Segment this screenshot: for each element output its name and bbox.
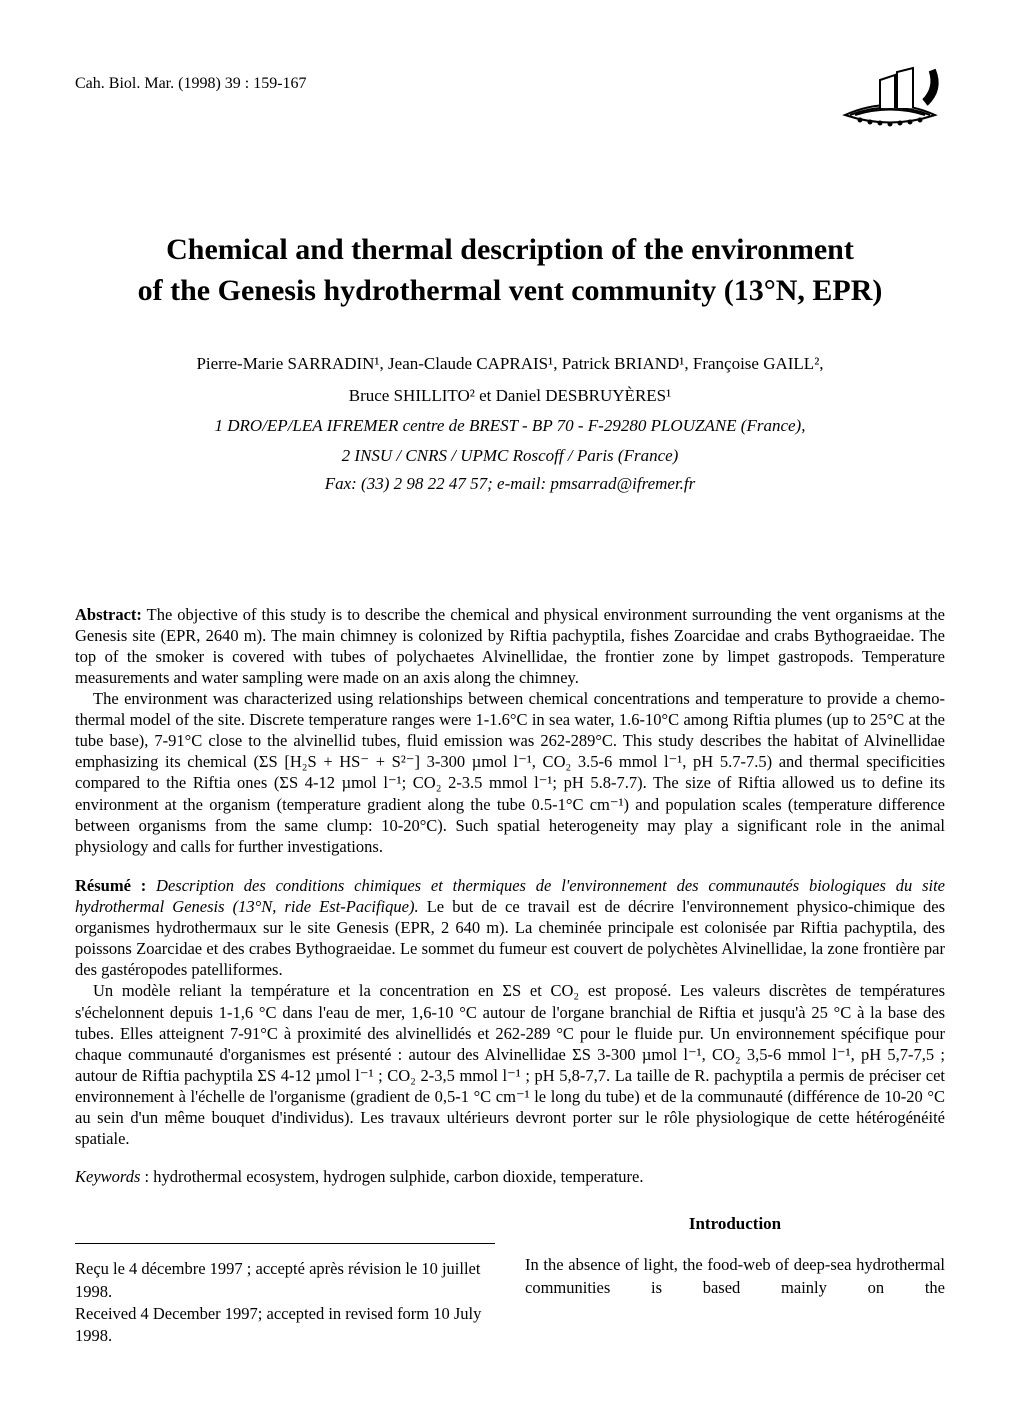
abstract-section: Abstract: The objective of this study is… (75, 604, 945, 857)
keywords-label: Keywords (75, 1167, 140, 1186)
resume-paragraph-1: Résumé : Description des conditions chim… (75, 875, 945, 981)
affiliation-2: 2 INSU / CNRS / UPMC Roscoff / Paris (Fr… (75, 444, 945, 468)
journal-reference: Cah. Biol. Mar. (1998) 39 : 159-167 (75, 75, 307, 93)
contact-info: Fax: (33) 2 98 22 47 57; e-mail: pmsarra… (75, 474, 945, 494)
received-english: Received 4 December 1997; accepted in re… (75, 1303, 495, 1348)
affiliation-1: 1 DRO/EP/LEA IFREMER centre de BREST - B… (75, 414, 945, 438)
received-dates: Reçu le 4 décembre 1997 ; accepté après … (75, 1243, 495, 1347)
page-header: Cah. Biol. Mar. (1998) 39 : 159-167 (75, 60, 945, 140)
journal-logo-icon (835, 60, 945, 140)
bottom-columns: Reçu le 4 décembre 1997 ; accepté après … (75, 1213, 945, 1347)
resume-section: Résumé : Description des conditions chim… (75, 875, 945, 1149)
authors-line-2: Bruce SHILLITO² et Daniel DESBRUYÈRES¹ (75, 383, 945, 409)
authors-line-1: Pierre-Marie SARRADIN¹, Jean-Claude CAPR… (75, 351, 945, 377)
keywords-text: : hydrothermal ecosystem, hydrogen sulph… (140, 1167, 643, 1186)
abstract-label: Abstract: (75, 605, 142, 624)
introduction-heading: Introduction (525, 1213, 945, 1236)
title-line-1: Chemical and thermal description of the … (166, 233, 854, 266)
introduction-body: In the absence of light, the food-web of… (525, 1254, 945, 1299)
abstract-text-1: The objective of this study is to descri… (75, 605, 945, 687)
abstract-paragraph-2: The environment was characterized using … (75, 688, 945, 857)
article-title: Chemical and thermal description of the … (75, 230, 945, 311)
abstract-paragraph-1: Abstract: The objective of this study is… (75, 604, 945, 688)
received-french: Reçu le 4 décembre 1997 ; accepté après … (75, 1258, 495, 1303)
title-line-2: of the Genesis hydrothermal vent communi… (138, 274, 883, 307)
introduction-column: Introduction In the absence of light, th… (525, 1213, 945, 1347)
resume-label: Résumé : (75, 876, 146, 895)
keywords-line: Keywords : hydrothermal ecosystem, hydro… (75, 1167, 945, 1187)
resume-paragraph-2: Un modèle reliant la température et la c… (75, 980, 945, 1149)
